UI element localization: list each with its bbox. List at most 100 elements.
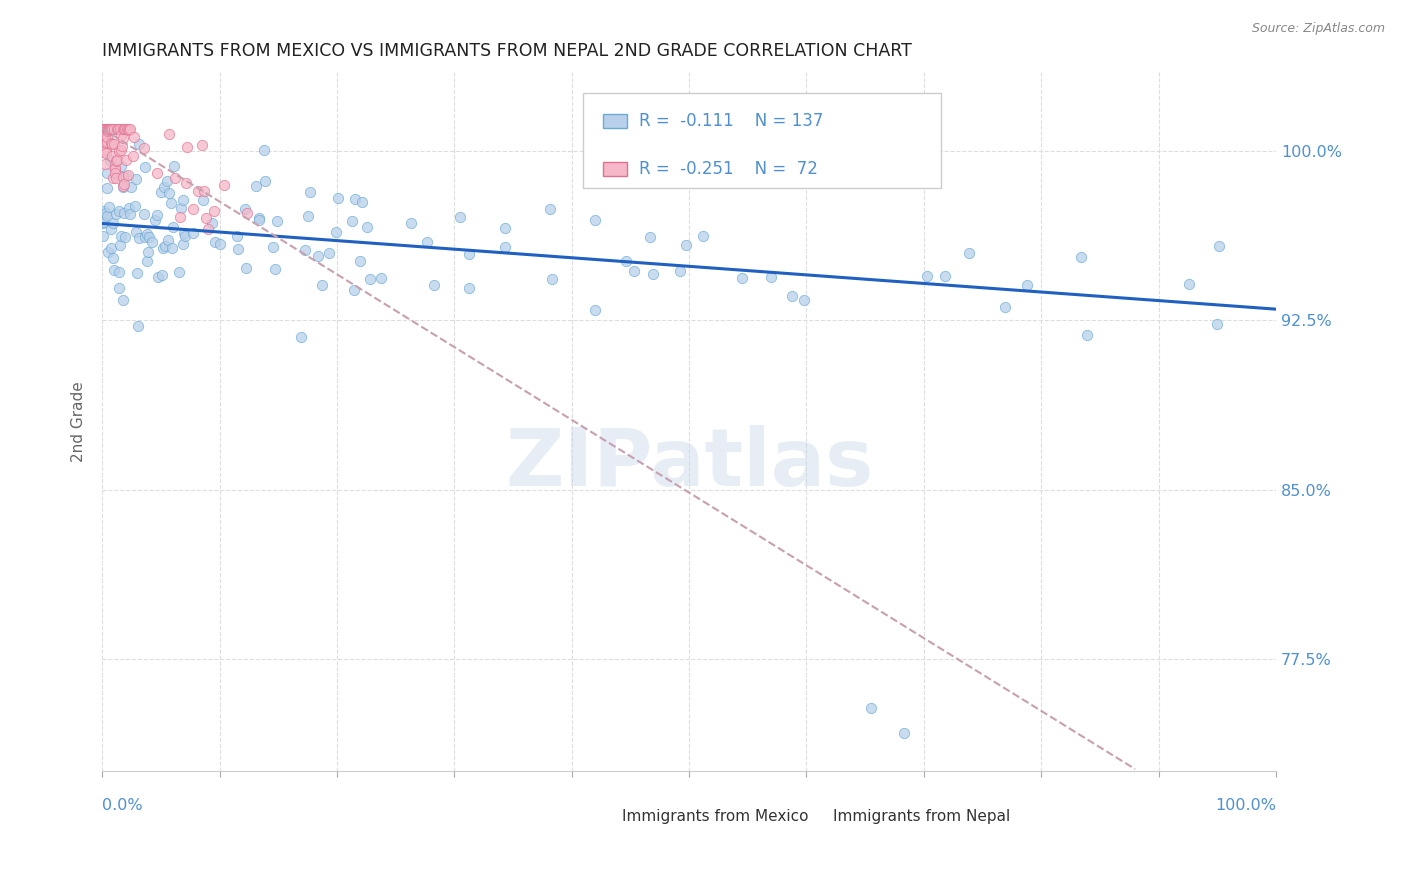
Point bbox=[135, 254, 157, 268]
Point bbox=[194, 211, 217, 225]
Point bbox=[675, 237, 697, 252]
Point bbox=[253, 173, 276, 187]
Point bbox=[101, 251, 124, 265]
Point bbox=[118, 202, 141, 216]
Point bbox=[115, 121, 138, 136]
Point bbox=[105, 171, 128, 186]
Point bbox=[370, 271, 392, 285]
Point bbox=[100, 136, 122, 151]
Point bbox=[110, 229, 132, 244]
Point bbox=[167, 265, 190, 279]
Point bbox=[96, 181, 118, 195]
Point bbox=[957, 245, 980, 260]
Point bbox=[93, 145, 115, 159]
Text: Source: ZipAtlas.com: Source: ZipAtlas.com bbox=[1251, 22, 1385, 36]
Point bbox=[201, 216, 224, 230]
Point bbox=[127, 318, 149, 333]
Point bbox=[197, 221, 219, 235]
Point bbox=[128, 137, 150, 152]
Point bbox=[540, 272, 562, 286]
Point bbox=[585, 303, 607, 318]
Point bbox=[110, 159, 132, 173]
Point bbox=[107, 265, 129, 279]
Point bbox=[101, 216, 124, 230]
Point bbox=[298, 185, 321, 199]
Point bbox=[416, 235, 439, 249]
Point bbox=[145, 208, 167, 222]
Point bbox=[173, 226, 195, 240]
Point bbox=[96, 130, 118, 145]
Point bbox=[100, 136, 122, 151]
Point bbox=[122, 149, 145, 163]
Text: 100.0%: 100.0% bbox=[1215, 797, 1275, 813]
Point bbox=[780, 289, 803, 303]
Point bbox=[266, 213, 288, 227]
Point bbox=[233, 202, 256, 216]
Point bbox=[103, 263, 125, 277]
FancyBboxPatch shape bbox=[603, 161, 627, 176]
Point bbox=[138, 244, 160, 259]
Point bbox=[96, 136, 118, 150]
Point bbox=[264, 262, 287, 277]
Point bbox=[112, 206, 135, 220]
Point bbox=[134, 160, 156, 174]
Point bbox=[399, 216, 422, 230]
Point bbox=[253, 144, 276, 158]
Point bbox=[325, 225, 347, 239]
Y-axis label: 2nd Grade: 2nd Grade bbox=[72, 382, 86, 462]
Point bbox=[94, 144, 117, 158]
Point bbox=[183, 202, 205, 216]
Text: R =  -0.251    N =  72: R = -0.251 N = 72 bbox=[638, 160, 817, 178]
Point bbox=[1208, 239, 1230, 253]
Point bbox=[191, 138, 214, 153]
Point bbox=[614, 254, 637, 268]
Point bbox=[103, 121, 125, 136]
Point bbox=[107, 169, 129, 183]
Point bbox=[112, 179, 135, 194]
Point bbox=[97, 124, 120, 138]
Point bbox=[162, 219, 184, 234]
Point bbox=[104, 166, 127, 180]
Point bbox=[93, 216, 115, 230]
Point bbox=[110, 237, 132, 252]
Point bbox=[157, 127, 180, 141]
Point bbox=[262, 239, 284, 253]
Point bbox=[793, 293, 815, 307]
Point bbox=[583, 213, 606, 227]
Point bbox=[449, 211, 471, 225]
Point bbox=[669, 264, 692, 278]
Point bbox=[101, 171, 124, 186]
Point bbox=[124, 199, 146, 213]
Point bbox=[692, 229, 714, 244]
Point bbox=[93, 203, 115, 218]
Point bbox=[111, 180, 134, 194]
Point bbox=[638, 230, 661, 244]
Point bbox=[226, 242, 249, 256]
Point bbox=[93, 214, 115, 228]
Point bbox=[132, 207, 155, 221]
Point bbox=[93, 121, 115, 136]
Point bbox=[136, 227, 159, 242]
Point bbox=[111, 139, 134, 153]
Point bbox=[107, 144, 129, 158]
Point bbox=[343, 192, 366, 206]
Point bbox=[96, 209, 118, 223]
Point bbox=[93, 121, 115, 136]
Point bbox=[183, 227, 205, 241]
Point bbox=[114, 121, 136, 136]
Point bbox=[204, 235, 226, 249]
Point bbox=[103, 161, 125, 176]
Point bbox=[134, 141, 156, 155]
Point bbox=[172, 194, 194, 208]
Point bbox=[318, 245, 340, 260]
Text: Immigrants from Nepal: Immigrants from Nepal bbox=[834, 809, 1011, 824]
Point bbox=[290, 330, 312, 344]
Point bbox=[111, 131, 134, 145]
Point bbox=[156, 173, 179, 187]
Point bbox=[104, 207, 127, 221]
Point bbox=[1076, 328, 1098, 343]
Point bbox=[172, 236, 194, 251]
Point bbox=[249, 213, 271, 227]
Point bbox=[108, 281, 131, 295]
Point bbox=[114, 169, 136, 184]
